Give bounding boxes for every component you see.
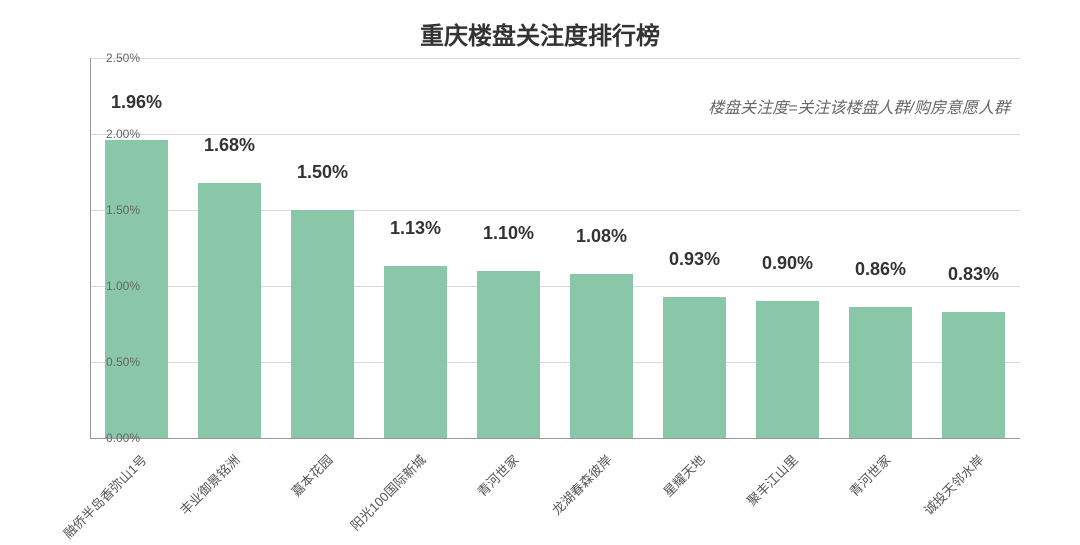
bar [849, 307, 912, 438]
plot-area: 1.96% 1.68% 1.50% 1.13% 1.10% 1.08% 0.93% 0.90%… [90, 58, 1020, 438]
bar [477, 271, 540, 438]
bar-value-label: 1.96% [111, 92, 162, 113]
bars-group: 1.96% 1.68% 1.50% 1.13% 1.10% 1.08% 0.93% 0.90%… [90, 58, 1020, 438]
x-tick-label: 阳光100国际新城 [345, 450, 429, 534]
bar-value-label: 1.08% [576, 226, 627, 247]
x-tick-label: 融侨半岛香弥山1号 [58, 450, 150, 542]
bar-value-label: 1.50% [297, 162, 348, 183]
chart-container: 重庆楼盘关注度排行榜 楼盘关注度=关注该楼盘人群/购房意愿人群 1.96%1.6… [0, 0, 1080, 545]
bar-value-label: 0.93% [669, 249, 720, 270]
x-tick-label: 青河世家 [472, 450, 522, 500]
bar-value-label: 0.83% [948, 264, 999, 285]
x-tick-label: 诚投天邻水岸 [918, 450, 987, 519]
bar [663, 297, 726, 438]
bar [198, 183, 261, 438]
bar [942, 312, 1005, 438]
x-tick-label: 青河世家 [844, 450, 894, 500]
y-tick-label: 0.50% [80, 355, 140, 369]
bar-value-label: 0.86% [855, 259, 906, 280]
y-tick-label: 2.50% [80, 51, 140, 65]
y-tick-label: 2.00% [80, 127, 140, 141]
x-axis-line [90, 438, 1020, 439]
bar-value-label: 1.13% [390, 218, 441, 239]
x-tick-label: 嘉本花园 [286, 450, 336, 500]
bar-value-label: 0.90% [762, 253, 813, 274]
bar [756, 301, 819, 438]
bar-value-label: 1.10% [483, 223, 534, 244]
x-tick-label: 聚丰江山里 [742, 450, 801, 509]
y-tick-label: 0.00% [80, 431, 140, 445]
bar [570, 274, 633, 438]
bar-value-label: 1.68% [204, 135, 255, 156]
bar [384, 266, 447, 438]
x-tick-label: 丰业御景铭洲 [174, 450, 243, 519]
x-tick-label: 星耀天地 [658, 450, 708, 500]
y-tick-label: 1.50% [80, 203, 140, 217]
y-tick-label: 1.00% [80, 279, 140, 293]
bar [291, 210, 354, 438]
chart-title: 重庆楼盘关注度排行榜 [0, 16, 1080, 51]
x-tick-label: 龙湖春森彼岸 [546, 450, 615, 519]
